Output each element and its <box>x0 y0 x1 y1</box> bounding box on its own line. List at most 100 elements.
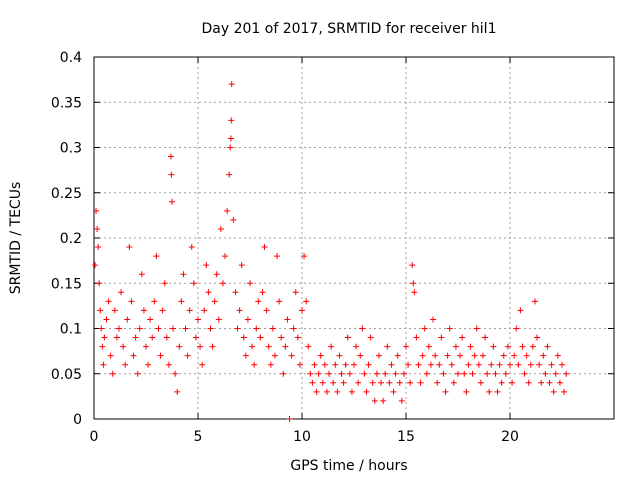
data-point <box>328 343 335 350</box>
data-point <box>163 334 170 341</box>
data-point <box>440 370 447 377</box>
data-point <box>178 298 185 305</box>
data-point <box>527 361 534 368</box>
data-point <box>504 343 511 350</box>
data-point <box>199 361 206 368</box>
data-point <box>251 361 258 368</box>
data-point <box>432 352 439 359</box>
data-point <box>101 334 108 341</box>
data-point <box>378 379 385 386</box>
data-point <box>546 379 553 386</box>
data-point <box>103 316 110 323</box>
data-point <box>369 379 376 386</box>
data-point <box>561 388 568 395</box>
data-point <box>484 370 491 377</box>
data-point <box>288 352 295 359</box>
data-point <box>486 388 493 395</box>
data-point <box>315 370 322 377</box>
data-point <box>307 370 314 377</box>
data-point <box>411 289 418 296</box>
data-point <box>236 307 243 314</box>
data-point <box>190 280 197 287</box>
data-point <box>417 379 424 386</box>
data-point <box>105 298 112 305</box>
data-point <box>290 325 297 332</box>
x-axis-label: GPS time / hours <box>290 458 407 474</box>
data-point <box>319 379 326 386</box>
y-tick-label: 0.3 <box>60 141 82 157</box>
data-point <box>323 388 330 395</box>
data-point <box>167 153 174 160</box>
data-point <box>523 352 530 359</box>
data-point <box>500 352 507 359</box>
data-point <box>330 379 337 386</box>
data-point <box>134 370 141 377</box>
data-point <box>348 388 355 395</box>
data-point <box>124 316 131 323</box>
data-point <box>405 361 412 368</box>
y-tick-label: 0.1 <box>60 322 82 338</box>
data-point <box>168 171 175 178</box>
data-point <box>93 207 100 214</box>
data-point <box>465 361 472 368</box>
data-point <box>100 361 107 368</box>
data-point <box>550 388 557 395</box>
data-point <box>230 216 237 223</box>
y-tick-label: 0.25 <box>51 186 82 202</box>
data-point <box>222 253 229 260</box>
data-point <box>321 361 328 368</box>
data-point <box>442 388 449 395</box>
y-tick-label: 0.4 <box>60 50 82 66</box>
x-tick-label: 0 <box>90 429 99 445</box>
data-point <box>284 316 291 323</box>
data-point <box>282 343 289 350</box>
data-point <box>203 262 210 269</box>
data-point <box>538 379 545 386</box>
data-point <box>363 388 370 395</box>
data-point <box>434 379 441 386</box>
data-point <box>159 307 166 314</box>
data-point <box>172 370 179 377</box>
data-point <box>396 379 403 386</box>
data-point <box>552 370 559 377</box>
data-point <box>226 171 233 178</box>
data-point <box>174 388 181 395</box>
data-point <box>357 352 364 359</box>
data-point <box>313 388 320 395</box>
data-point <box>224 207 231 214</box>
data-point <box>461 370 468 377</box>
data-point <box>410 280 417 287</box>
data-point <box>403 343 409 350</box>
data-point <box>253 325 260 332</box>
data-point <box>149 334 156 341</box>
data-point <box>336 352 343 359</box>
data-point <box>267 361 274 368</box>
data-point <box>184 352 191 359</box>
data-point <box>296 361 303 368</box>
data-point <box>367 334 374 341</box>
data-point <box>438 334 445 341</box>
y-axis-label: SRMTID / TECUs <box>8 182 24 295</box>
data-point <box>247 280 253 287</box>
data-point <box>227 144 234 151</box>
data-point <box>513 325 520 332</box>
y-tick-label: 0.05 <box>51 367 82 383</box>
data-point <box>463 388 470 395</box>
data-point <box>180 271 187 278</box>
data-point <box>380 397 387 404</box>
data-point <box>155 325 162 332</box>
data-point <box>232 289 239 296</box>
data-point <box>192 334 199 341</box>
data-point <box>342 361 349 368</box>
data-point <box>409 262 416 269</box>
data-point <box>415 361 422 368</box>
data-point <box>151 298 158 305</box>
data-point <box>413 334 420 341</box>
data-point <box>205 289 212 296</box>
data-point <box>276 298 283 305</box>
data-point <box>280 370 287 377</box>
data-point <box>392 370 399 377</box>
data-point <box>97 307 104 314</box>
data-point <box>227 135 234 142</box>
